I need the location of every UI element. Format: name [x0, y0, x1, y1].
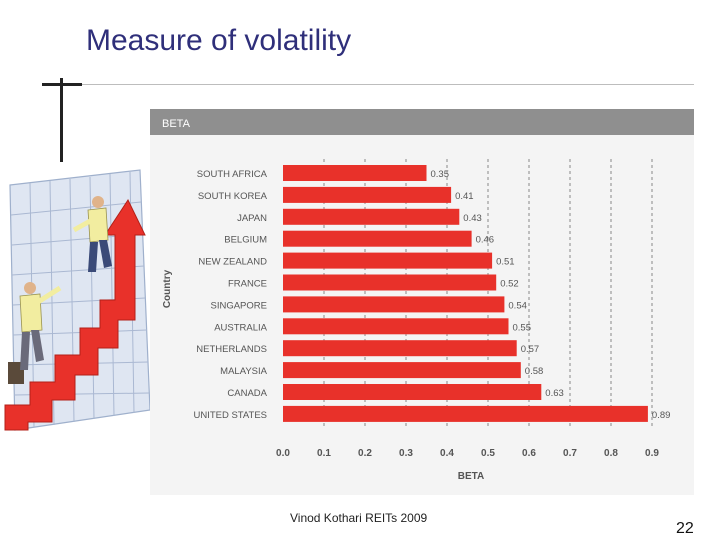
- bar: [283, 186, 452, 203]
- climbing-arrow-illustration: [4, 169, 150, 431]
- y-tick-label: SINGAPORE: [211, 300, 268, 311]
- y-axis-label: Country: [162, 269, 173, 308]
- data-label: 0.41: [455, 191, 474, 202]
- data-label: 0.54: [508, 300, 527, 311]
- y-tick-label: JAPAN: [237, 213, 267, 224]
- page-number: 22: [676, 520, 694, 537]
- title-rule-vertical: [60, 78, 63, 162]
- data-label: 0.46: [476, 235, 495, 246]
- data-label: 0.63: [545, 388, 564, 399]
- data-label: 0.57: [521, 344, 540, 355]
- x-tick-label: 0.1: [317, 448, 331, 459]
- data-label: 0.58: [525, 366, 544, 377]
- y-tick-label: SOUTH AFRICA: [197, 169, 268, 180]
- data-label: 0.52: [500, 279, 519, 290]
- y-tick-label: MALAYSIA: [220, 366, 267, 377]
- chart-header-bar: [150, 109, 694, 135]
- x-tick-label: 0.0: [276, 448, 290, 459]
- x-tick-label: 0.6: [522, 448, 536, 459]
- y-tick-label: NEW ZEALAND: [198, 257, 267, 268]
- x-axis-label: BETA: [458, 471, 484, 482]
- chart-header-label: BETA: [162, 118, 191, 130]
- beta-bar-chart: BETA 0.0 0.1 0.2 0.3 0.4 0.5 0.6 0.7 0.8 0.9 SOUTH…: [150, 109, 694, 482]
- bar: [283, 252, 493, 269]
- data-label: 0.51: [496, 257, 514, 268]
- y-tick-label: AUSTRALIA: [214, 322, 267, 333]
- bar: [283, 384, 542, 400]
- y-tick-label: UNITED STATES: [193, 410, 267, 421]
- red-arrow-icon: [4, 198, 146, 431]
- slide-footer: Vinod Kothari REITs 2009: [290, 511, 428, 525]
- bar: [283, 208, 460, 225]
- y-tick-label: FRANCE: [228, 279, 267, 290]
- y-tick-label: BELGIUM: [224, 235, 267, 246]
- data-label: 0.55: [513, 322, 532, 333]
- x-tick-label: 0.5: [481, 448, 495, 459]
- x-tick-label: 0.7: [563, 448, 577, 459]
- bar: [283, 274, 497, 291]
- title-rule-light: [82, 84, 694, 85]
- bar: [283, 405, 648, 422]
- bar: [283, 230, 472, 247]
- bar: [283, 362, 521, 379]
- y-tick-label: NETHERLANDS: [196, 344, 267, 355]
- bar: [283, 318, 509, 335]
- data-label: 0.89: [652, 410, 671, 421]
- data-label: 0.35: [431, 169, 450, 180]
- y-tick-label: SOUTH KOREA: [198, 191, 268, 202]
- slide-title: Measure of volatility: [86, 24, 352, 57]
- x-tick-label: 0.2: [358, 448, 372, 459]
- bar: [283, 340, 517, 357]
- x-tick-label: 0.8: [604, 448, 618, 459]
- bar: [283, 165, 427, 181]
- businessman-upper-icon: [72, 196, 112, 272]
- x-tick-label: 0.4: [440, 448, 454, 459]
- x-tick-label: 0.9: [645, 448, 659, 459]
- bar: [283, 296, 505, 313]
- businessman-lower-icon: [8, 282, 62, 384]
- x-tick-label: 0.3: [399, 448, 413, 459]
- y-tick-label: CANADA: [227, 388, 267, 399]
- data-label: 0.43: [463, 213, 482, 224]
- beta-chart-panel: BETA 0.0 0.1 0.2 0.3 0.4 0.5 0.6 0.7 0.8 0.9 SOUTH…: [150, 109, 694, 495]
